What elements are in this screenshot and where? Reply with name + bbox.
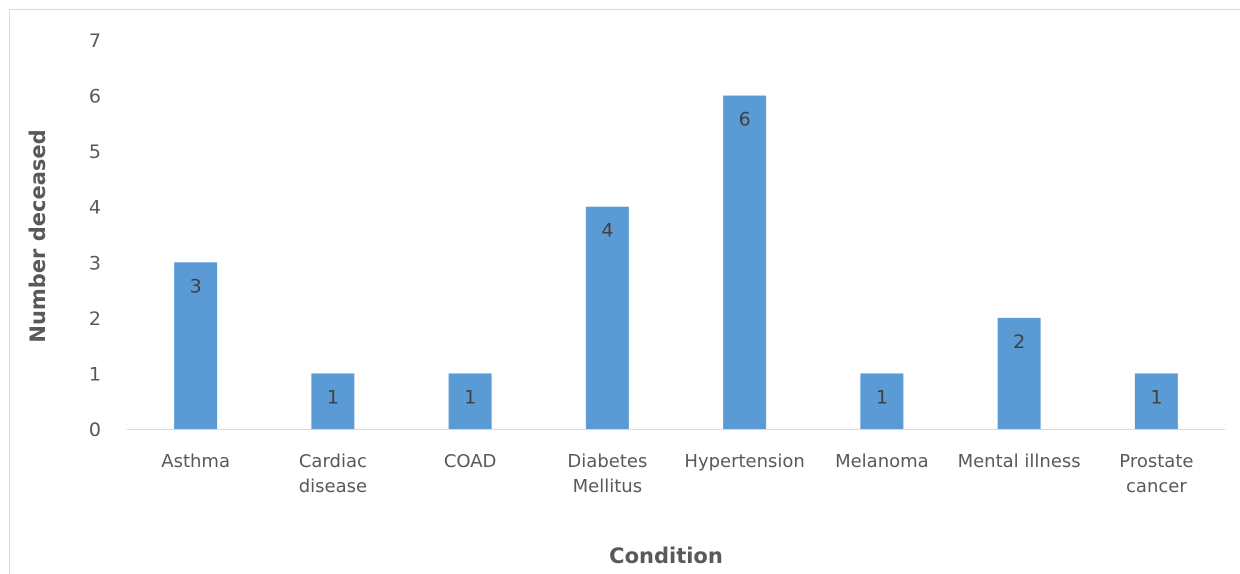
bar [860,373,904,429]
bar [997,317,1041,429]
data-label: 2 [1013,331,1025,353]
data-label: 3 [190,275,202,297]
data-label: 1 [327,386,339,408]
x-category-label: Diabetes Mellitus [567,451,647,497]
x-category-label: Cardiac disease [299,451,367,497]
y-tick-label: 1 [89,363,101,385]
data-label: 1 [1150,386,1162,408]
bar [585,206,629,429]
y-axis-title: Number deceased [26,129,50,342]
y-tick-label: 0 [89,419,101,441]
data-labels: 3 1 1 4 6 1 2 1 [190,109,1163,409]
y-tick-label: 2 [89,308,101,330]
chart-frame [9,9,1240,574]
x-category-label: Mental illness [958,451,1081,472]
bar [1134,373,1178,429]
x-category-label: Hypertension [684,451,804,472]
y-tick-label: 3 [89,252,101,274]
data-label: 1 [876,386,888,408]
x-category-label: Melanoma [835,451,929,472]
x-category-label: Prostate cancer [1119,451,1193,497]
x-category-label: Asthma [161,451,230,472]
bars [174,95,1178,430]
x-category-label: COAD [444,451,497,472]
y-tick-label: 5 [89,141,101,163]
y-tick-label: 4 [89,197,101,219]
bar [174,262,218,429]
x-axis-categories: Asthma Cardiac disease COAD Diabetes Mellitus… [161,451,1193,497]
data-label: 1 [464,386,476,408]
y-axis-ticks: 0 1 2 3 4 5 6 7 [89,30,101,441]
y-tick-label: 6 [89,86,101,108]
x-axis-title: Condition [609,544,723,568]
data-label: 6 [739,109,751,131]
data-label: 4 [601,220,613,242]
bar [311,373,355,429]
bar [723,95,767,430]
bar [448,373,492,429]
y-tick-label: 7 [89,30,101,52]
